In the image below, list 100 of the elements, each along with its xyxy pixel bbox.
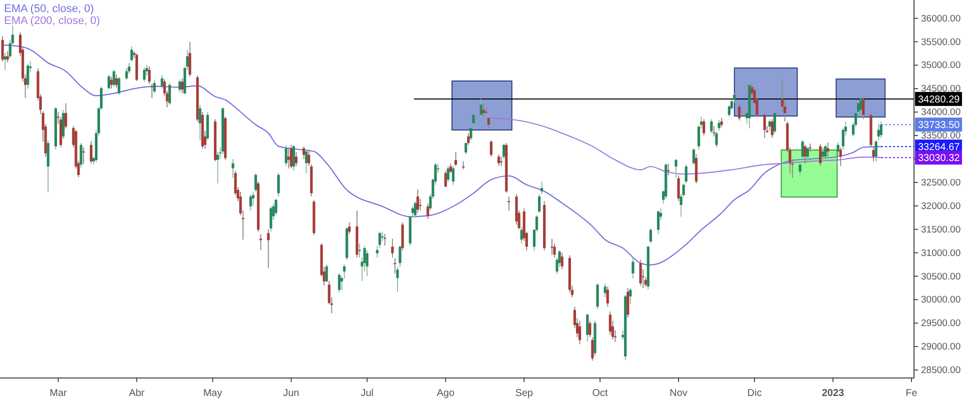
y-tick-label: 32500.00 (921, 177, 961, 188)
ref-line-label: 34280.29 (918, 94, 960, 106)
y-tick-label: 33500.00 (921, 130, 961, 142)
candlestick (80, 142, 82, 168)
candlestick (540, 180, 544, 195)
candlestick (394, 258, 396, 274)
candlestick (608, 310, 612, 336)
candlestick (667, 163, 670, 176)
candlestick (198, 104, 202, 141)
candlestick (591, 336, 594, 362)
candlestick (290, 144, 292, 169)
candlestick (270, 206, 272, 232)
candlestick (677, 174, 680, 202)
candlestick (338, 272, 341, 294)
candlestick (464, 142, 468, 155)
candlestick (416, 188, 420, 214)
candlestick (770, 118, 774, 138)
candlestick (376, 245, 379, 258)
candlestick (446, 166, 450, 183)
candlestick (396, 266, 399, 292)
candlestick (153, 80, 156, 94)
candlestick (46, 140, 50, 193)
y-tick-label: 35000.00 (921, 60, 961, 72)
candlestick (287, 146, 290, 169)
candlestick (444, 170, 447, 188)
candlestick (470, 126, 472, 141)
y-tick-label: 32000.00 (921, 200, 961, 212)
y-tick-label: 36000.00 (921, 13, 961, 24)
candlestick (578, 320, 582, 345)
candlestick (604, 282, 606, 298)
candlestick (467, 132, 470, 146)
candlestick (877, 123, 880, 141)
candlestick (384, 234, 386, 246)
candlestick (178, 78, 182, 93)
candlestick (302, 146, 306, 160)
candlestick (108, 74, 110, 90)
x-tick-label: Ago (436, 388, 455, 399)
y-tick-label: 29000.00 (921, 342, 961, 353)
candlestick (502, 143, 506, 160)
candlestick (232, 158, 234, 178)
candlestick (216, 151, 220, 184)
candlestick (862, 96, 865, 120)
x-tick-label: Jun (283, 388, 300, 399)
candlestick (115, 74, 118, 88)
x-tick-label: Mar (50, 388, 68, 399)
candlestick (806, 146, 809, 162)
candlestick (500, 156, 503, 167)
candlestick (277, 172, 280, 198)
candlestick (487, 116, 490, 129)
x-tick-label: 2023 (822, 388, 845, 399)
candlestick (143, 67, 146, 82)
candlestick (819, 143, 822, 167)
candlestick (130, 46, 133, 62)
candlestick (839, 146, 842, 167)
candlestick (508, 196, 510, 212)
candlestick (150, 83, 154, 99)
candlestick (702, 118, 706, 136)
candlestick (553, 242, 556, 258)
candlestick (768, 118, 771, 132)
candlestick (874, 140, 878, 162)
y-tick-label: 28500.00 (921, 365, 961, 376)
candlestick (560, 252, 564, 270)
candlestick (674, 158, 678, 178)
y-tick-label: 34000.00 (921, 107, 961, 118)
candlestick (90, 140, 92, 164)
candlestick (348, 222, 351, 235)
candlestick (259, 234, 262, 250)
candlestick (550, 238, 554, 256)
candlestick (391, 238, 394, 258)
candlestick (426, 203, 430, 220)
candlestick (684, 164, 688, 184)
candlestick (629, 287, 632, 305)
candlestick (804, 144, 806, 164)
candlestick (452, 166, 454, 186)
annotation: 33030.32 (918, 153, 960, 164)
candlestick (763, 112, 766, 138)
x-tick-label: Abr (128, 388, 146, 399)
candlestick (449, 163, 452, 174)
x-tick-label: Jul (360, 388, 374, 399)
candlestick (490, 140, 492, 158)
candlestick (112, 69, 116, 88)
candlestick (401, 222, 404, 251)
candlestick (206, 112, 209, 141)
candlestick (596, 282, 599, 310)
candlestick (267, 228, 270, 269)
candlestick (110, 76, 113, 90)
candlestick (632, 258, 634, 280)
y-tick-label: 35500.00 (921, 36, 961, 48)
x-tick-label: Fe (906, 388, 918, 399)
y-tick-label: 30000.00 (921, 294, 961, 306)
candlestick (398, 245, 402, 268)
candlestick (254, 172, 258, 192)
candlestick (715, 131, 718, 148)
candlestick (588, 320, 592, 338)
candlestick (249, 194, 252, 212)
candlestick (472, 114, 475, 127)
candlestick (538, 194, 541, 214)
x-tick-label: Dic (747, 388, 762, 399)
candlestick (836, 142, 840, 158)
candlestick (649, 228, 652, 244)
